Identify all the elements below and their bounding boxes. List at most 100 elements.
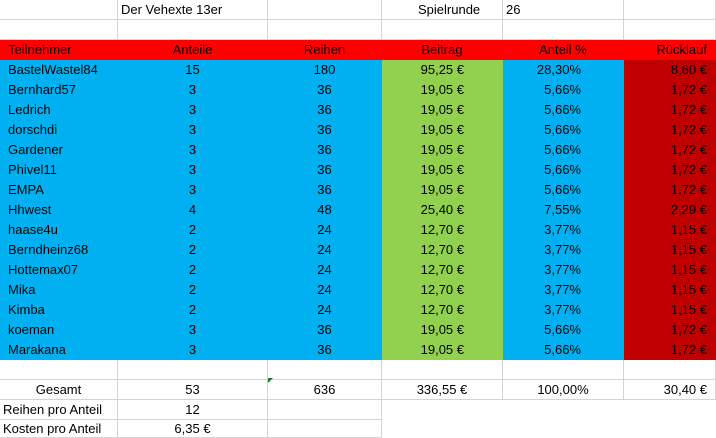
- totals-ruecklauf[interactable]: 30,40 €: [624, 380, 716, 400]
- participant-beitrag[interactable]: 19,05 €: [382, 100, 503, 120]
- participant-name[interactable]: Marakana: [0, 340, 118, 360]
- participant-reihen[interactable]: 36: [268, 120, 382, 140]
- participant-anteil-prozent[interactable]: 5,66%: [503, 140, 624, 160]
- participant-beitrag[interactable]: 19,05 €: [382, 320, 503, 340]
- participant-anteile[interactable]: 3: [118, 180, 268, 200]
- participant-reihen[interactable]: 24: [268, 220, 382, 240]
- empty-cell[interactable]: [268, 360, 382, 380]
- totals-anteil-prozent[interactable]: 100,00%: [503, 380, 624, 400]
- participant-ruecklauf[interactable]: 1,72 €: [624, 100, 716, 120]
- participant-beitrag[interactable]: 19,05 €: [382, 120, 503, 140]
- participant-ruecklauf[interactable]: 1,72 €: [624, 320, 716, 340]
- participant-reihen[interactable]: 36: [268, 340, 382, 360]
- participant-name[interactable]: koeman: [0, 320, 118, 340]
- participant-beitrag[interactable]: 19,05 €: [382, 180, 503, 200]
- participant-anteile[interactable]: 2: [118, 260, 268, 280]
- participant-name[interactable]: dorschdi: [0, 120, 118, 140]
- participant-beitrag[interactable]: 19,05 €: [382, 340, 503, 360]
- participant-beitrag[interactable]: 19,05 €: [382, 140, 503, 160]
- participant-ruecklauf[interactable]: 1,72 €: [624, 140, 716, 160]
- kosten-pro-anteil-value[interactable]: 6,35 €: [118, 420, 268, 438]
- participant-reihen[interactable]: 36: [268, 140, 382, 160]
- participant-anteile[interactable]: 3: [118, 80, 268, 100]
- totals-anteile[interactable]: 53: [118, 380, 268, 400]
- empty-cell[interactable]: [624, 20, 716, 40]
- participant-ruecklauf[interactable]: 1,15 €: [624, 300, 716, 320]
- empty-cell[interactable]: [118, 20, 268, 40]
- header-beitrag[interactable]: Beitrag: [382, 40, 503, 60]
- empty-cell[interactable]: [268, 20, 382, 40]
- participant-beitrag[interactable]: 25,40 €: [382, 200, 503, 220]
- participant-ruecklauf[interactable]: 1,72 €: [624, 160, 716, 180]
- participant-name[interactable]: Hottemax07: [0, 260, 118, 280]
- empty-cell[interactable]: [268, 420, 382, 438]
- header-anteil-prozent[interactable]: Anteil %: [503, 40, 624, 60]
- empty-cell[interactable]: [268, 400, 382, 420]
- participant-name[interactable]: BastelWastel84: [0, 60, 118, 80]
- totals-label[interactable]: Gesamt: [0, 380, 118, 400]
- participant-reihen[interactable]: 36: [268, 100, 382, 120]
- empty-cell[interactable]: [118, 360, 268, 380]
- reihen-pro-anteil-value[interactable]: 12: [118, 400, 268, 420]
- participant-reihen[interactable]: 24: [268, 300, 382, 320]
- cell-a1[interactable]: [0, 0, 118, 20]
- participant-reihen[interactable]: 24: [268, 260, 382, 280]
- participant-name[interactable]: Berndheinz68: [0, 240, 118, 260]
- round-value-cell[interactable]: 26: [503, 0, 624, 20]
- participant-anteil-prozent[interactable]: 3,77%: [503, 300, 624, 320]
- participant-reihen[interactable]: 48: [268, 200, 382, 220]
- participant-name[interactable]: Kimba: [0, 300, 118, 320]
- empty-cell[interactable]: [503, 20, 624, 40]
- cell-c1[interactable]: [268, 0, 382, 20]
- kosten-pro-anteil-label[interactable]: Kosten pro Anteil: [0, 420, 118, 438]
- participant-anteile[interactable]: 2: [118, 280, 268, 300]
- participant-ruecklauf[interactable]: 1,72 €: [624, 180, 716, 200]
- participant-reihen[interactable]: 36: [268, 320, 382, 340]
- participant-beitrag[interactable]: 19,05 €: [382, 80, 503, 100]
- participant-ruecklauf[interactable]: 1,15 €: [624, 240, 716, 260]
- participant-name[interactable]: Gardener: [0, 140, 118, 160]
- participant-reihen[interactable]: 24: [268, 280, 382, 300]
- participant-beitrag[interactable]: 95,25 €: [382, 60, 503, 80]
- participant-ruecklauf[interactable]: 8,60 €: [624, 60, 716, 80]
- participant-anteil-prozent[interactable]: 5,66%: [503, 120, 624, 140]
- participant-anteile[interactable]: 3: [118, 320, 268, 340]
- empty-cell[interactable]: [0, 20, 118, 40]
- participant-anteile[interactable]: 3: [118, 100, 268, 120]
- participant-anteile[interactable]: 3: [118, 160, 268, 180]
- participant-anteil-prozent[interactable]: 5,66%: [503, 340, 624, 360]
- participant-anteil-prozent[interactable]: 5,66%: [503, 160, 624, 180]
- participant-reihen[interactable]: 36: [268, 180, 382, 200]
- participant-anteil-prozent[interactable]: 3,77%: [503, 220, 624, 240]
- empty-cell[interactable]: [503, 360, 624, 380]
- empty-cell[interactable]: [624, 360, 716, 380]
- empty-cell[interactable]: [0, 360, 118, 380]
- participant-ruecklauf[interactable]: 1,72 €: [624, 80, 716, 100]
- header-ruecklauf[interactable]: Rücklauf: [624, 40, 716, 60]
- participant-name[interactable]: EMPA: [0, 180, 118, 200]
- participant-reihen[interactable]: 180: [268, 60, 382, 80]
- totals-beitrag[interactable]: 336,55 €: [382, 380, 503, 400]
- participant-anteile[interactable]: 4: [118, 200, 268, 220]
- participant-anteile[interactable]: 15: [118, 60, 268, 80]
- participant-ruecklauf[interactable]: 1,15 €: [624, 260, 716, 280]
- participant-anteil-prozent[interactable]: 5,66%: [503, 180, 624, 200]
- participant-ruecklauf[interactable]: 2,29 €: [624, 200, 716, 220]
- round-label-cell[interactable]: Spielrunde: [382, 0, 503, 20]
- participant-anteil-prozent[interactable]: 5,66%: [503, 320, 624, 340]
- participant-anteile[interactable]: 3: [118, 340, 268, 360]
- participant-anteil-prozent[interactable]: 5,66%: [503, 100, 624, 120]
- participant-anteile[interactable]: 3: [118, 140, 268, 160]
- participant-ruecklauf[interactable]: 1,72 €: [624, 120, 716, 140]
- participant-reihen[interactable]: 36: [268, 80, 382, 100]
- participant-anteile[interactable]: 2: [118, 240, 268, 260]
- participant-ruecklauf[interactable]: 1,72 €: [624, 340, 716, 360]
- reihen-pro-anteil-label[interactable]: Reihen pro Anteil: [0, 400, 118, 420]
- participant-anteil-prozent[interactable]: 3,77%: [503, 260, 624, 280]
- empty-cell[interactable]: [382, 360, 503, 380]
- participant-ruecklauf[interactable]: 1,15 €: [624, 280, 716, 300]
- participant-name[interactable]: haase4u: [0, 220, 118, 240]
- participant-reihen[interactable]: 24: [268, 240, 382, 260]
- participant-anteil-prozent[interactable]: 3,77%: [503, 280, 624, 300]
- empty-cell[interactable]: [382, 20, 503, 40]
